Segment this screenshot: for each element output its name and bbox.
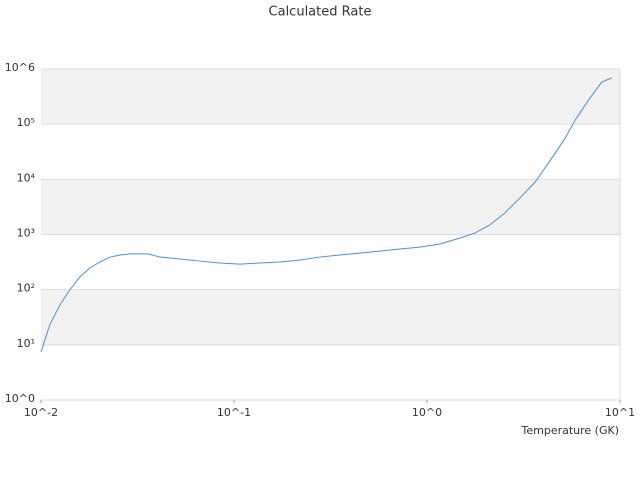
data-line — [40, 77, 612, 353]
y-tick-label: 10^0 — [5, 392, 35, 405]
grid-band — [41, 179, 620, 235]
y-tick-label: 10¹ — [17, 337, 35, 350]
grid-band — [41, 289, 620, 345]
chart-title: Calculated Rate — [269, 5, 372, 20]
x-axis-label: Temperature (GK) — [521, 424, 620, 437]
y-tick-label: 10⁵ — [17, 116, 35, 129]
y-tick-label: 10⁴ — [17, 171, 36, 184]
x-tick-label: 10^-2 — [24, 406, 58, 419]
y-tick-label: 10² — [17, 282, 35, 295]
x-tick-label: 10^0 — [412, 406, 442, 419]
y-tick-label: 10³ — [17, 227, 35, 240]
x-tick-label: 10^1 — [605, 406, 635, 419]
grid-band — [41, 69, 620, 125]
x-tick-label: 10^-1 — [217, 406, 251, 419]
y-tick-label: 10^6 — [5, 61, 35, 74]
